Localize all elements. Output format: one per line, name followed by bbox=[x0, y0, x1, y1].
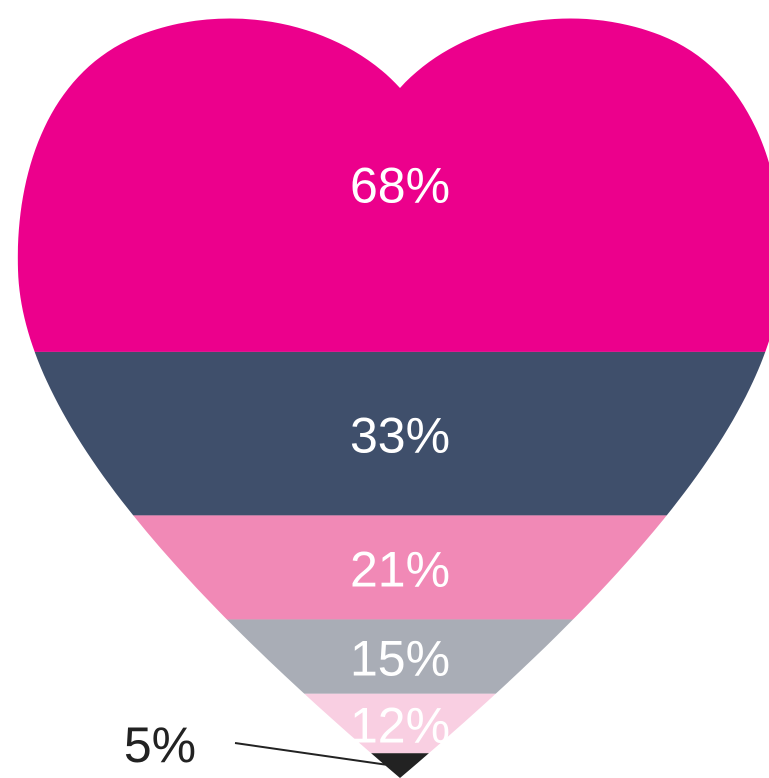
leader-line bbox=[234, 742, 396, 767]
value-label: 5% bbox=[124, 717, 196, 773]
band bbox=[17, 753, 769, 778]
band bbox=[17, 351, 769, 516]
value-label: 68% bbox=[350, 157, 450, 213]
value-label: 15% bbox=[350, 631, 450, 687]
value-label: 33% bbox=[350, 408, 450, 464]
value-label: 21% bbox=[350, 541, 450, 597]
value-label: 12% bbox=[350, 698, 450, 754]
